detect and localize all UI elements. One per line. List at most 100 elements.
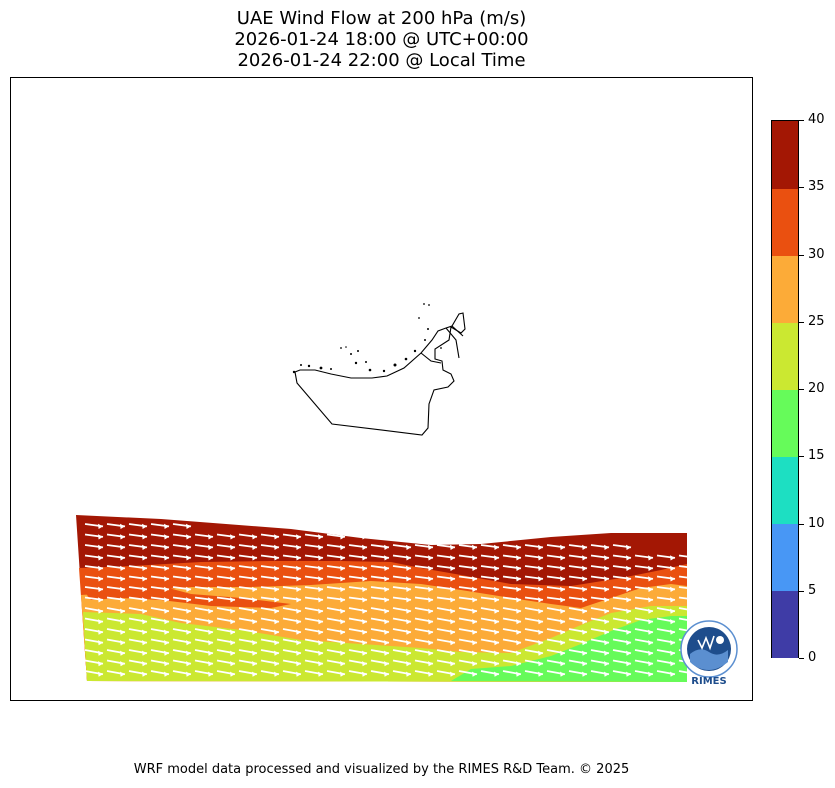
wind-vector-head — [208, 661, 213, 667]
wind-vector-head — [384, 671, 389, 677]
wind-vector-head — [582, 671, 587, 677]
wind-vector-head — [384, 640, 389, 646]
wind-vector-head — [428, 597, 433, 603]
wind-vector-head — [472, 629, 477, 635]
wind-vector-head — [384, 661, 389, 667]
wind-vector-head — [120, 586, 125, 592]
wind-vector-head — [472, 544, 477, 550]
wind-vector-head — [648, 661, 653, 667]
wind-vector-head — [494, 661, 499, 667]
wind-vector-head — [494, 555, 499, 561]
wind-vector-head — [516, 650, 521, 656]
wind-vector-head — [186, 629, 191, 635]
wind-vector-head — [98, 661, 103, 667]
wind-vector-head — [164, 608, 169, 614]
wind-vector-head — [186, 534, 191, 540]
wind-vector-head — [208, 629, 213, 635]
wind-vector-head — [670, 629, 675, 635]
wind-vector-head — [384, 555, 389, 561]
wind-vector-head — [604, 619, 609, 625]
wind-vector-head — [626, 650, 631, 656]
wind-vector-head — [120, 650, 125, 656]
wind-vector-head — [186, 523, 191, 529]
wind-vector-head — [604, 597, 609, 603]
wind-vector-head — [230, 597, 235, 603]
wind-vector-head — [186, 576, 191, 582]
wind-vector-head — [670, 555, 675, 561]
wind-vector-head — [186, 650, 191, 656]
wind-vector-head — [428, 608, 433, 614]
wind-vector-head — [494, 629, 499, 635]
wind-vector-head — [384, 565, 389, 571]
wind-vector-head — [274, 586, 279, 592]
wind-vector-head — [538, 661, 543, 667]
uae-internal-border — [420, 325, 464, 364]
wind-vector-head — [208, 555, 213, 561]
wind-vector-head — [318, 565, 323, 571]
wind-vector-head — [582, 619, 587, 625]
wind-vector-head — [670, 619, 675, 625]
colorbar-segment — [772, 389, 798, 457]
wind-vector-head — [120, 671, 125, 677]
wind-vector-head — [318, 661, 323, 667]
wind-vector-head — [230, 544, 235, 550]
wind-vector-head — [406, 619, 411, 625]
wind-vector-head — [98, 555, 103, 561]
wind-vector-head — [164, 544, 169, 550]
wind-vector-head — [142, 619, 147, 625]
wind-vector-head — [604, 629, 609, 635]
wind-vector-head — [626, 640, 631, 646]
wind-vector-head — [230, 576, 235, 582]
wind-vector-head — [428, 565, 433, 571]
wind-vector-head — [406, 629, 411, 635]
wind-vector-head — [120, 534, 125, 540]
wind-vector-head — [274, 608, 279, 614]
wind-vector-head — [274, 534, 279, 540]
wind-vectors — [84, 523, 698, 677]
wind-vector-head — [362, 671, 367, 677]
wind-vector-head — [120, 523, 125, 529]
wind-vector-head — [450, 555, 455, 561]
wind-vector-head — [604, 544, 609, 550]
wind-vector-head — [494, 640, 499, 646]
wind-vector-head — [296, 640, 301, 646]
wind-vector-head — [560, 555, 565, 561]
wind-vector-head — [318, 640, 323, 646]
wind-vector-head — [582, 629, 587, 635]
wind-vector-head — [340, 576, 345, 582]
wind-vector-head — [472, 586, 477, 592]
wind-vector-head — [582, 608, 587, 614]
wind-vector-head — [362, 555, 367, 561]
wind-vector-head — [450, 661, 455, 667]
wind-vector-head — [472, 640, 477, 646]
wind-vector-head — [648, 597, 653, 603]
wind-vector-head — [406, 565, 411, 571]
wind-vector-head — [494, 576, 499, 582]
wind-vector-head — [582, 650, 587, 656]
wind-vector-head — [582, 544, 587, 550]
wind-vector-head — [450, 619, 455, 625]
colorbar-tick — [799, 658, 804, 659]
wind-vector-head — [516, 619, 521, 625]
wind-vector-head — [252, 619, 257, 625]
wind-vector-head — [626, 576, 631, 582]
wind-vector-head — [142, 629, 147, 635]
wind-vector-head — [472, 565, 477, 571]
wind-vector-head — [296, 565, 301, 571]
wind-vector-head — [516, 629, 521, 635]
wind-vector-head — [340, 640, 345, 646]
wind-vector-head — [626, 608, 631, 614]
wind-vector-head — [648, 608, 653, 614]
wind-vector-head — [340, 586, 345, 592]
wind-vector-head — [582, 640, 587, 646]
rimes-logo: RIMES — [678, 618, 740, 690]
wind-vector-head — [120, 661, 125, 667]
wind-vector-head — [604, 640, 609, 646]
colorbar-segment — [772, 322, 798, 390]
colorbar-tick — [799, 389, 804, 390]
wind-vector-head — [98, 608, 103, 614]
wind-vector-head — [296, 576, 301, 582]
wind-vector-head — [450, 565, 455, 571]
wind-vector-head — [142, 640, 147, 646]
wind-vector-head — [384, 619, 389, 625]
